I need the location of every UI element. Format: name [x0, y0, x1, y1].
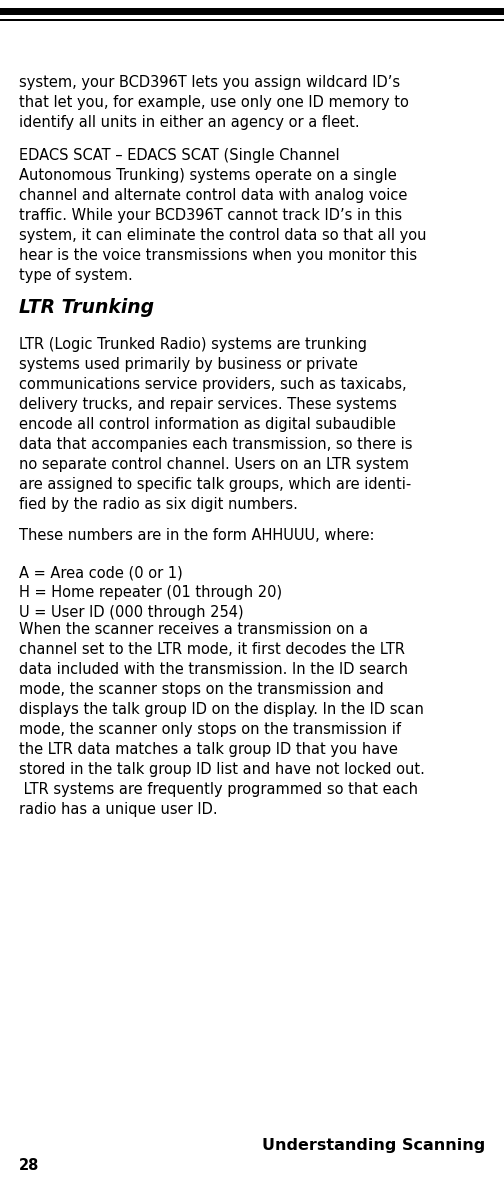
Text: type of system.: type of system. — [19, 268, 133, 283]
Text: Autonomous Trunking) systems operate on a single: Autonomous Trunking) systems operate on … — [19, 168, 397, 183]
Text: hear is the voice transmissions when you monitor this: hear is the voice transmissions when you… — [19, 248, 417, 263]
Text: data included with the transmission. In the ID search: data included with the transmission. In … — [19, 662, 408, 677]
Text: the LTR data matches a talk group ID that you have: the LTR data matches a talk group ID tha… — [19, 742, 398, 758]
Text: mode, the scanner only stops on the transmission if: mode, the scanner only stops on the tran… — [19, 722, 401, 738]
Text: Understanding Scanning: Understanding Scanning — [262, 1138, 485, 1153]
Text: no separate control channel. Users on an LTR system: no separate control channel. Users on an… — [19, 457, 409, 472]
Text: identify all units in either an agency or a fleet.: identify all units in either an agency o… — [19, 114, 360, 130]
Text: LTR Trunking: LTR Trunking — [19, 299, 154, 317]
Text: system, your BCD396T lets you assign wildcard ID’s: system, your BCD396T lets you assign wil… — [19, 76, 400, 90]
Text: system, it can eliminate the control data so that all you: system, it can eliminate the control dat… — [19, 228, 426, 243]
Text: LTR (Logic Trunked Radio) systems are trunking: LTR (Logic Trunked Radio) systems are tr… — [19, 337, 367, 352]
Text: 28: 28 — [19, 1158, 39, 1173]
Text: LTR systems are frequently programmed so that each: LTR systems are frequently programmed so… — [19, 782, 418, 796]
Text: channel set to the LTR mode, it first decodes the LTR: channel set to the LTR mode, it first de… — [19, 642, 405, 657]
Text: channel and alternate control data with analog voice: channel and alternate control data with … — [19, 188, 407, 203]
Text: displays the talk group ID on the display. In the ID scan: displays the talk group ID on the displa… — [19, 702, 424, 717]
Bar — [0, 8, 504, 15]
Bar — [0, 19, 504, 21]
Text: stored in the talk group ID list and have not locked out.: stored in the talk group ID list and hav… — [19, 762, 425, 776]
Text: systems used primarily by business or private: systems used primarily by business or pr… — [19, 358, 358, 372]
Text: When the scanner receives a transmission on a: When the scanner receives a transmission… — [19, 622, 368, 637]
Text: that let you, for example, use only one ID memory to: that let you, for example, use only one … — [19, 96, 409, 110]
Text: encode all control information as digital subaudible: encode all control information as digita… — [19, 417, 396, 432]
Text: A = Area code (0 or 1): A = Area code (0 or 1) — [19, 565, 183, 581]
Text: traffic. While your BCD396T cannot track ID’s in this: traffic. While your BCD396T cannot track… — [19, 208, 402, 223]
Text: mode, the scanner stops on the transmission and: mode, the scanner stops on the transmiss… — [19, 682, 384, 697]
Text: radio has a unique user ID.: radio has a unique user ID. — [19, 802, 218, 817]
Text: U = User ID (000 through 254): U = User ID (000 through 254) — [19, 605, 243, 620]
Text: communications service providers, such as taxicabs,: communications service providers, such a… — [19, 376, 407, 392]
Text: These numbers are in the form AHHUUU, where:: These numbers are in the form AHHUUU, wh… — [19, 527, 374, 543]
Text: H = Home repeater (01 through 20): H = Home repeater (01 through 20) — [19, 585, 282, 599]
Text: fied by the radio as six digit numbers.: fied by the radio as six digit numbers. — [19, 497, 298, 512]
Text: data that accompanies each transmission, so there is: data that accompanies each transmission,… — [19, 437, 412, 452]
Text: delivery trucks, and repair services. These systems: delivery trucks, and repair services. Th… — [19, 396, 397, 412]
Text: EDACS SCAT – EDACS SCAT (Single Channel: EDACS SCAT – EDACS SCAT (Single Channel — [19, 148, 340, 163]
Text: are assigned to specific talk groups, which are identi-: are assigned to specific talk groups, wh… — [19, 477, 411, 492]
